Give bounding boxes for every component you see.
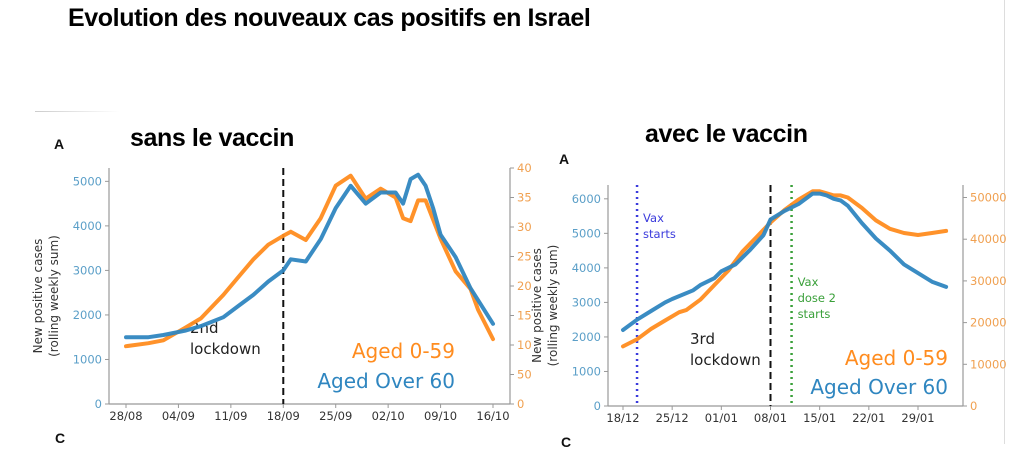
left-y-tick-label: 5000	[572, 226, 601, 240]
right-y-tick-label: 40000	[970, 232, 1007, 246]
right-y-tick-label: 15	[517, 309, 532, 323]
left-y-tick-label: 2000	[73, 308, 102, 322]
x-tick-label: 28/08	[109, 409, 142, 423]
panel-label: A	[54, 136, 65, 152]
event-label: lockdown	[690, 351, 761, 369]
series-line-aged-0-59	[124, 173, 495, 349]
x-tick-label: 18/09	[267, 409, 300, 423]
left-y-tick-label: 6000	[572, 192, 601, 206]
x-tick-label: 25/12	[656, 411, 689, 425]
left-y-tick-label: 1000	[572, 364, 601, 378]
x-tick-label: 18/12	[606, 411, 639, 425]
left-y-tick-label: 1000	[73, 352, 102, 366]
event-label: 3rd	[690, 330, 715, 348]
right-y-tick-label: 0	[517, 397, 524, 411]
right-y-tick-label: 10	[517, 338, 532, 352]
right-y-tick-label: 30000	[970, 274, 1007, 288]
y-axis-label: New positive cases	[530, 248, 544, 363]
right-y-tick-label: 25	[517, 250, 532, 264]
y-axis-label: (rolling weekly sum)	[47, 235, 61, 357]
left-y-tick-label: 3000	[572, 295, 601, 309]
x-tick-label: 15/01	[803, 411, 836, 425]
panel-label: A	[559, 151, 570, 167]
page-title: Evolution des nouveaux cas positifs en I…	[68, 4, 591, 32]
x-tick-label: 09/10	[424, 409, 457, 423]
left-y-tick-label: 3000	[73, 263, 102, 277]
right-y-tick-label: 40	[517, 161, 532, 175]
x-tick-label: 08/01	[754, 411, 787, 425]
right-y-tick-label: 10000	[970, 357, 1007, 371]
left-y-tick-label: 2000	[572, 330, 601, 344]
left-y-tick-label: 0	[594, 399, 601, 413]
event-label: Vax	[643, 211, 664, 225]
x-tick-label: 04/09	[162, 409, 195, 423]
y-axis-label: New positive cases	[31, 239, 45, 354]
x-tick-label: 01/01	[705, 411, 738, 425]
right-y-tick-label: 0	[970, 399, 977, 413]
right-y-tick-label: 50000	[970, 191, 1007, 205]
event-label: starts	[643, 227, 676, 241]
event-label: dose 2	[798, 291, 836, 305]
panel-label-below: C	[55, 430, 66, 446]
legend-entry: Aged Over 60	[810, 375, 948, 399]
page-edge	[1004, 0, 1005, 444]
right-y-tick-label: 20	[517, 279, 532, 293]
left-y-tick-label: 0	[95, 397, 102, 411]
y-axis-label: (rolling weekly sum)	[546, 245, 560, 367]
event-label: lockdown	[190, 340, 261, 358]
x-tick-label: 29/01	[901, 411, 934, 425]
series-line-aged-over-60	[621, 191, 949, 332]
series-line-aged-0-59	[621, 189, 949, 349]
event-label: starts	[798, 307, 831, 321]
x-tick-label: 22/01	[852, 411, 885, 425]
panel-label-below: C	[561, 434, 572, 450]
right-y-tick-label: 35	[517, 191, 532, 205]
x-tick-label: 25/09	[319, 409, 352, 423]
legend-entry: Aged Over 60	[317, 369, 455, 393]
left-y-tick-label: 5000	[73, 174, 102, 188]
event-label: Vax	[798, 275, 819, 289]
right-y-tick-label: 20000	[970, 316, 1007, 330]
right-y-tick-label: 50	[517, 368, 532, 382]
series-line-aged-over-60	[124, 172, 495, 340]
left-y-tick-label: 4000	[73, 219, 102, 233]
right-y-tick-label: 30	[517, 220, 532, 234]
x-tick-label: 02/10	[372, 409, 405, 423]
divider	[35, 111, 120, 112]
chart-heading-with-vaccine: avec le vaccin	[645, 120, 808, 148]
chart-heading-without-vaccine: sans le vaccin	[130, 124, 294, 152]
legend-entry: Aged 0-59	[352, 339, 455, 363]
x-tick-label: 11/09	[214, 409, 247, 423]
left-y-tick-label: 4000	[572, 261, 601, 275]
x-tick-label: 16/10	[476, 409, 509, 423]
legend-entry: Aged 0-59	[845, 346, 948, 370]
